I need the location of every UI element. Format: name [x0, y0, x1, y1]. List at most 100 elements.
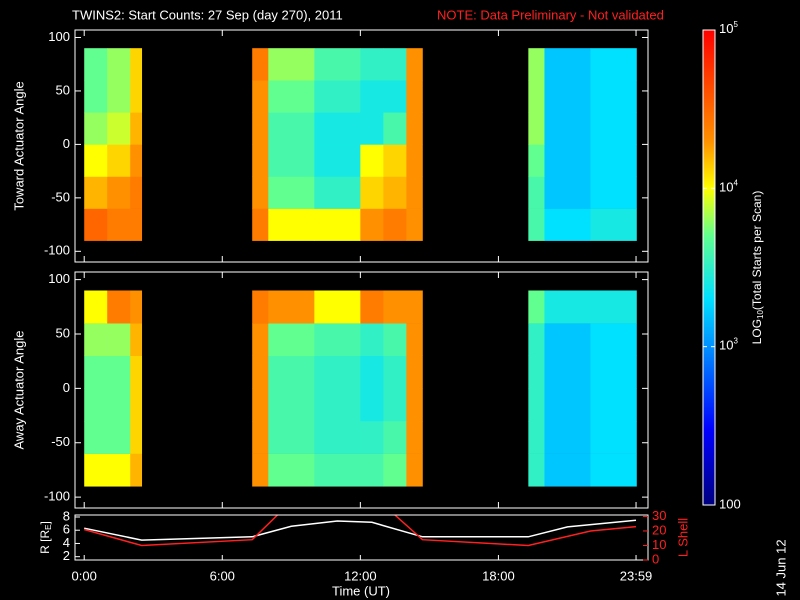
y-tick-label: 50: [56, 325, 70, 340]
panel-frame: [74, 271, 649, 509]
heat-cell: [314, 112, 361, 145]
heat-cell: [406, 420, 423, 454]
heat-cell: [130, 323, 143, 357]
heat-cell: [528, 208, 545, 241]
heat-cell: [360, 208, 384, 241]
heat-cell: [544, 112, 591, 145]
heat-cell: [252, 112, 269, 145]
x-axis-label: Time (UT): [332, 583, 390, 598]
heat-cell: [314, 144, 361, 177]
heat-cell: [360, 453, 384, 487]
heat-cell: [590, 355, 637, 389]
y-axis-label: R [RE]: [38, 521, 53, 554]
heat-cell: [590, 388, 637, 422]
heat-cell: [590, 112, 637, 145]
heat-cell: [590, 48, 637, 81]
heat-cell: [360, 323, 384, 357]
heat-cell: [590, 290, 637, 324]
heat-cell: [360, 388, 384, 422]
heat-cell: [314, 80, 361, 113]
heat-cell: [528, 355, 545, 389]
orbit-line: [84, 519, 637, 541]
y-tick-label: 8: [63, 508, 70, 523]
heat-cell: [383, 453, 407, 487]
heat-cell: [130, 388, 143, 422]
y-tick-label: 0: [63, 136, 70, 151]
colorbar: [702, 29, 716, 506]
heat-cell: [314, 323, 361, 357]
y2-tick-label: 20: [652, 522, 666, 537]
heat-cell: [252, 420, 269, 454]
heat-cell: [406, 80, 423, 113]
heat-cell: [528, 290, 545, 324]
heat-cell: [544, 144, 591, 177]
x-tick-label: 23:59: [620, 568, 653, 583]
heat-cell: [314, 355, 361, 389]
label-part: 10: [756, 310, 765, 319]
heat-cell: [130, 208, 143, 241]
heat-cell: [130, 112, 143, 145]
heat-cell: [528, 48, 545, 81]
heat-cell: [406, 144, 423, 177]
heat-cell: [406, 208, 423, 241]
heat-cell: [383, 323, 407, 357]
heat-cell: [360, 144, 384, 177]
heat-cell: [84, 144, 108, 177]
heat-cell: [406, 323, 423, 357]
heat-cell: [590, 323, 637, 357]
heat-cell: [360, 80, 384, 113]
x-tick-label: 12:00: [344, 568, 377, 583]
heat-cell: [360, 355, 384, 389]
heat-cell: [406, 453, 423, 487]
heat-cell: [544, 420, 591, 454]
heat-cell: [544, 355, 591, 389]
heat-cell: [360, 290, 384, 324]
y-tick-label: 50: [56, 82, 70, 97]
heat-cell: [314, 208, 361, 241]
heat-cell: [314, 48, 361, 81]
heat-cell: [544, 290, 591, 324]
heat-cell: [107, 388, 131, 422]
heat-cell: [252, 144, 269, 177]
heat-cell: [406, 388, 423, 422]
heat-cell: [252, 48, 269, 81]
y-axis-label: Away Actuator Angle: [11, 330, 26, 449]
heat-cell: [383, 144, 407, 177]
heat-cell: [590, 453, 637, 487]
colorbar-tick-label: 103: [719, 337, 738, 353]
x-tick-label: 6:00: [210, 568, 235, 583]
tick-exponent: 3: [733, 337, 738, 346]
x-tick-label: 0:00: [72, 568, 97, 583]
heat-cell: [107, 290, 131, 324]
heat-cell: [252, 208, 269, 241]
y-tick-label: -50: [51, 434, 70, 449]
heat-cell: [84, 208, 108, 241]
heat-cell: [130, 290, 143, 324]
tick-exponent: 4: [733, 178, 738, 187]
chart-title: TWINS2: Start Counts: 27 Sep (day 270), …: [72, 7, 343, 22]
heat-cell: [84, 323, 108, 357]
label-part: E: [44, 525, 53, 530]
heat-cell: [107, 112, 131, 145]
heat-cell: [590, 420, 637, 454]
heat-cell: [268, 112, 315, 145]
label-part: ]: [38, 521, 52, 524]
heat-cell: [268, 144, 315, 177]
heat-cell: [544, 323, 591, 357]
heat-cell: [383, 420, 407, 454]
y-tick-label: 0: [63, 380, 70, 395]
heat-cell: [406, 48, 423, 81]
heat-cell: [360, 48, 384, 81]
y-tick-label: 2: [63, 548, 70, 563]
heat-cell: [130, 176, 143, 209]
heat-cell: [268, 80, 315, 113]
heat-cell: [252, 355, 269, 389]
heat-cell: [84, 420, 108, 454]
heat-cell: [252, 453, 269, 487]
y-tick-label: 6: [63, 522, 70, 537]
heat-cell: [107, 355, 131, 389]
heat-cell: [84, 355, 108, 389]
colorbar-tick-label: 100: [719, 496, 741, 511]
heat-cell: [84, 80, 108, 113]
